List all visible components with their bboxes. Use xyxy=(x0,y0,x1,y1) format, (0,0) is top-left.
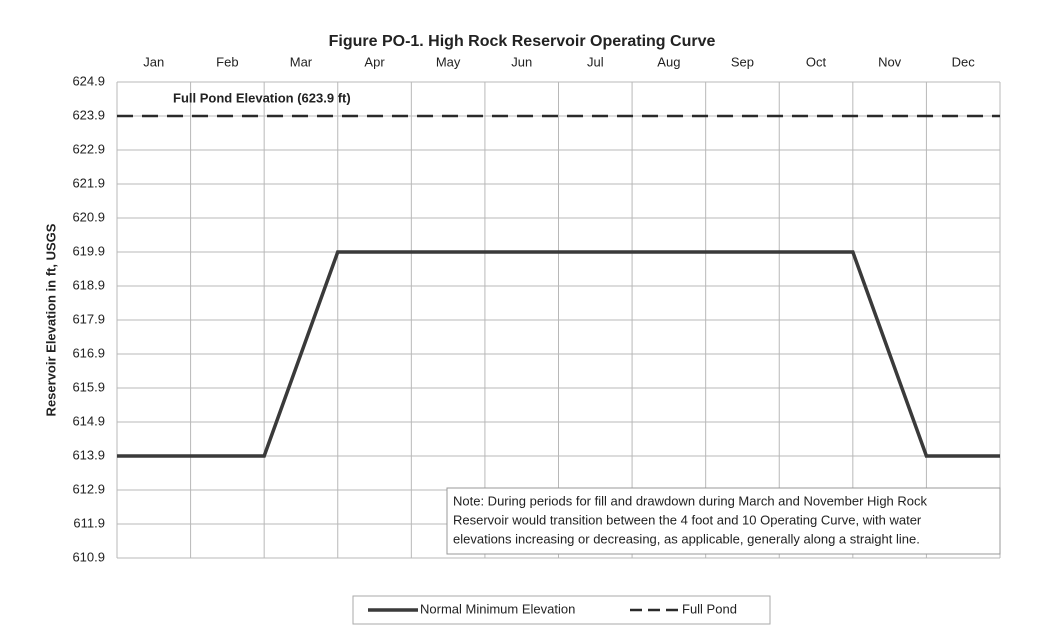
legend-label: Normal Minimum Elevation xyxy=(420,601,575,616)
y-tick-label: 615.9 xyxy=(72,379,105,394)
x-tick-label: May xyxy=(436,54,461,69)
note-text: elevations increasing or decreasing, as … xyxy=(453,531,920,546)
x-tick-label: Oct xyxy=(806,54,827,69)
y-tick-label: 611.9 xyxy=(73,515,105,530)
y-tick-label: 612.9 xyxy=(72,481,105,496)
x-tick-label: Sep xyxy=(731,54,754,69)
legend-label: Full Pond xyxy=(682,601,737,616)
x-tick-label: Jun xyxy=(511,54,532,69)
y-tick-label: 621.9 xyxy=(72,175,105,190)
annotation: Full Pond Elevation (623.9 ft) xyxy=(173,90,351,105)
x-tick-label: Apr xyxy=(364,54,385,69)
x-tick-label: Mar xyxy=(290,54,313,69)
y-tick-label: 623.9 xyxy=(72,107,105,122)
x-tick-label: Jan xyxy=(143,54,164,69)
x-tick-label: Aug xyxy=(657,54,680,69)
line-series xyxy=(117,250,1000,458)
x-tick-label: Feb xyxy=(216,54,238,69)
y-tick-label: 619.9 xyxy=(72,243,105,258)
y-tick-label: 614.9 xyxy=(72,413,105,428)
legend-box xyxy=(352,595,771,625)
y-axis-label: Reservoir Elevation in ft, USGS xyxy=(43,223,58,416)
y-tick-label: 618.9 xyxy=(72,277,105,292)
note-text: Note: During periods for fill and drawdo… xyxy=(453,493,928,508)
note-text: Reservoir would transition between the 4… xyxy=(453,512,922,527)
y-tick-label: 610.9 xyxy=(72,549,105,564)
y-tick-label: 624.9 xyxy=(72,73,105,88)
y-tick-label: 613.9 xyxy=(72,447,105,462)
x-tick-label: Dec xyxy=(952,54,976,69)
y-tick-label: 616.9 xyxy=(72,345,105,360)
y-tick-label: 617.9 xyxy=(72,311,105,326)
y-tick-label: 622.9 xyxy=(72,141,105,156)
x-tick-label: Nov xyxy=(878,54,902,69)
y-tick-label: 620.9 xyxy=(72,209,105,224)
chart-title: Figure PO-1. High Rock Reservoir Operati… xyxy=(329,33,716,50)
note-box xyxy=(446,487,1001,555)
x-tick-label: Jul xyxy=(587,54,604,69)
